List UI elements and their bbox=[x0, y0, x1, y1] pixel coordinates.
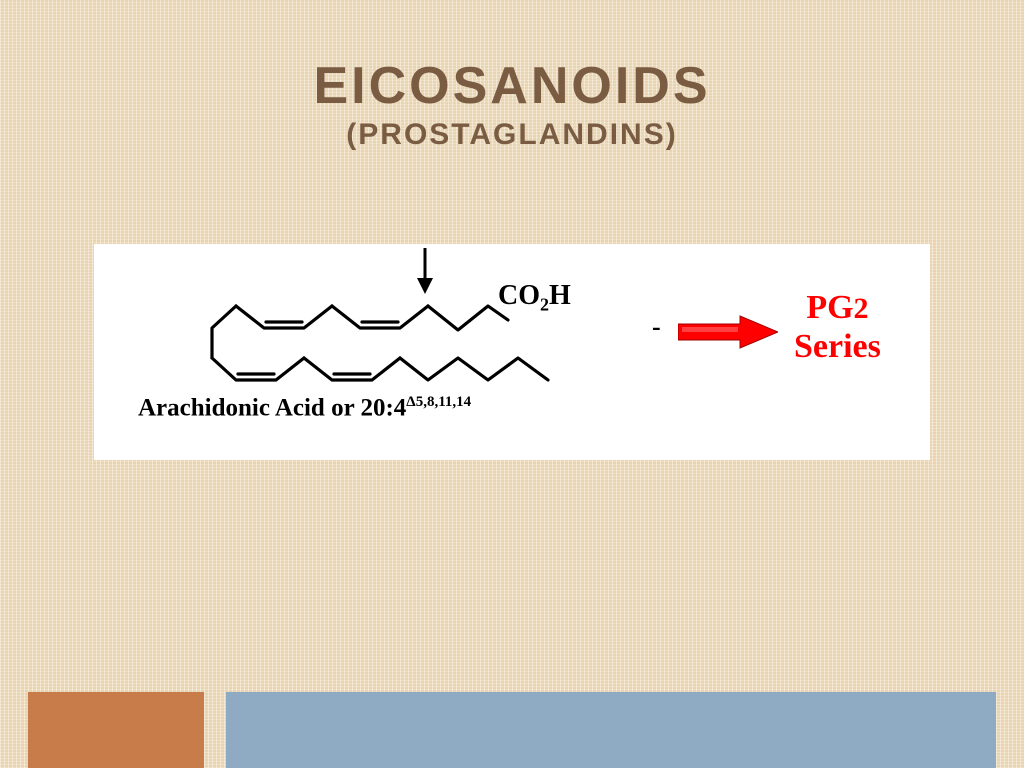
molecule-name-label: Arachidonic Acid or 20:4Δ5,8,11,14 bbox=[138, 394, 471, 422]
reaction-arrow-icon bbox=[678, 314, 778, 350]
molecule-name-prefix: Arachidonic Acid or 20:4 bbox=[138, 394, 406, 421]
formula-label: CO2H bbox=[498, 280, 571, 316]
footer-decoration bbox=[0, 684, 1024, 768]
footer-block-orange bbox=[28, 692, 204, 768]
molecule-name-super: Δ5,8,11,14 bbox=[406, 394, 471, 410]
title-block: EICOSANOIDS (PROSTAGLANDINS) bbox=[0, 56, 1024, 152]
footer-block-blue bbox=[226, 692, 996, 768]
product-line2: Series bbox=[794, 327, 881, 366]
title-subtitle: (PROSTAGLANDINS) bbox=[0, 118, 1024, 152]
diagram-panel: CO2H Arachidonic Acid or 20:4Δ5,8,11,14 … bbox=[94, 244, 930, 460]
product-label: PG2 Series bbox=[794, 288, 881, 366]
dash-separator: - bbox=[652, 312, 661, 342]
title-main: EICOSANOIDS bbox=[0, 56, 1024, 116]
product-line1: PG2 bbox=[794, 288, 881, 327]
